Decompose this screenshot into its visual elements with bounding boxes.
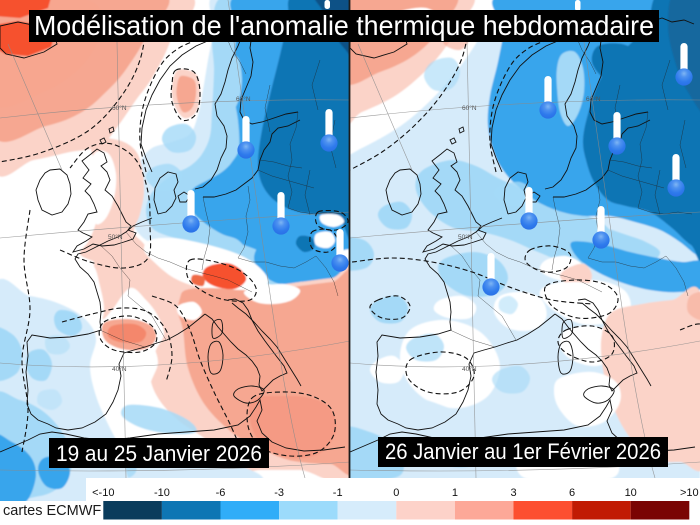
- svg-text:Modélisation de l'anomalie the: Modélisation de l'anomalie thermique heb…: [34, 10, 654, 41]
- svg-text:10: 10: [625, 487, 637, 499]
- svg-text:3: 3: [510, 487, 516, 499]
- svg-text:-3: -3: [274, 487, 284, 499]
- svg-text:26 Janvier au 1er Février 2026: 26 Janvier au 1er Février 2026: [385, 439, 661, 464]
- svg-text:cartes ECMWF: cartes ECMWF: [3, 503, 101, 519]
- svg-text:6: 6: [569, 487, 575, 499]
- svg-text:-1: -1: [333, 487, 343, 499]
- svg-text:<-10: <-10: [92, 487, 114, 499]
- svg-text:>10: >10: [680, 487, 699, 499]
- svg-text:1: 1: [452, 487, 458, 499]
- svg-text:-6: -6: [216, 487, 226, 499]
- svg-text:19 au 25 Janvier 2026: 19 au 25 Janvier 2026: [56, 441, 262, 466]
- svg-text:0: 0: [393, 487, 399, 499]
- svg-text:-10: -10: [154, 487, 170, 499]
